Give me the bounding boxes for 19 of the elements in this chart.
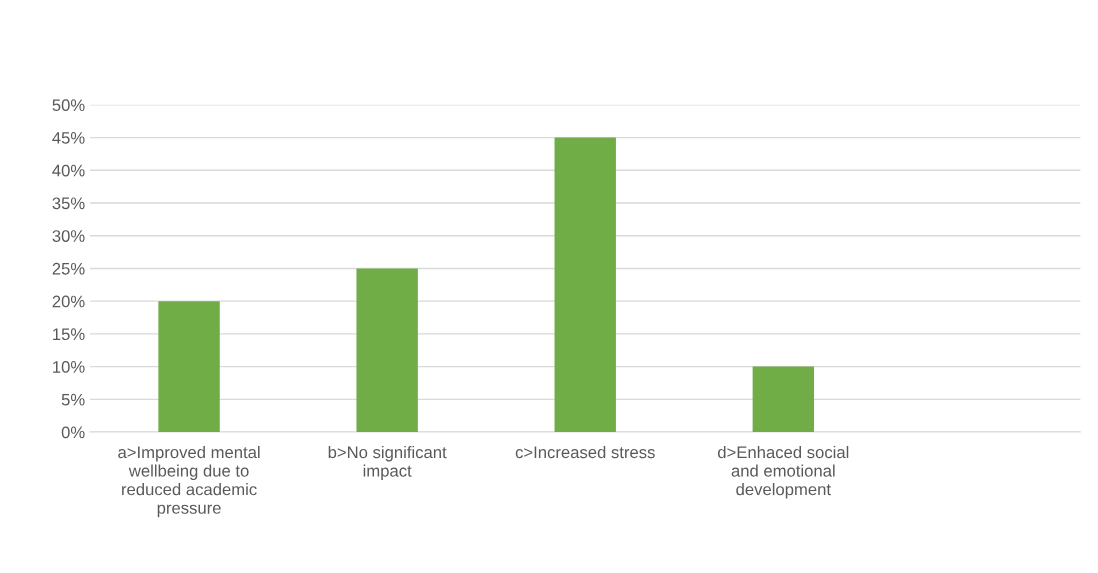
bar — [158, 301, 220, 433]
y-tick-label: 20% — [52, 295, 85, 308]
bar — [554, 137, 616, 433]
y-tick-label: 35% — [52, 197, 85, 210]
x-tick-label: d>Enhaced social and emotional development — [718, 445, 849, 499]
y-tick-label: 5% — [61, 393, 85, 406]
x-tick-label: a>Improved mental wellbeing due to reduced academic pressure — [118, 445, 260, 518]
y-tick-label: 15% — [53, 328, 85, 341]
y-tick-label: 50% — [52, 99, 85, 112]
y-tick-label: 10% — [53, 361, 85, 373]
y-tick-label: 30% — [52, 230, 85, 242]
x-tick-label: b>No significant impact — [328, 445, 447, 481]
x-tick-label: c>Increased stress — [515, 445, 655, 459]
y-tick-label: 40% — [52, 164, 85, 177]
y-tick-label: 45% — [52, 132, 85, 144]
bar — [356, 268, 418, 433]
y-tick-label: 0% — [61, 426, 85, 439]
bar — [752, 366, 815, 433]
y-tick-label: 25% — [52, 262, 85, 275]
